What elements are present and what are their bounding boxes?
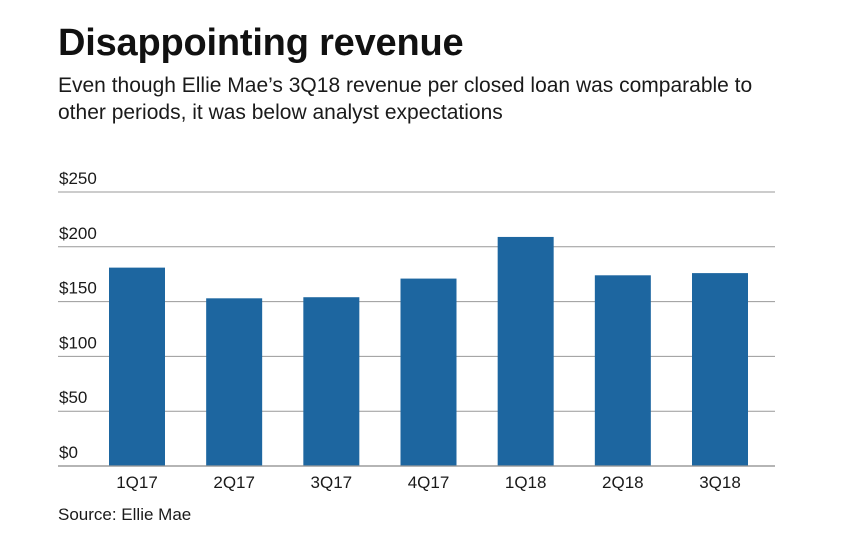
x-tick-label: 1Q17 xyxy=(116,473,158,492)
bar-4Q17 xyxy=(400,278,457,466)
bar-1Q17 xyxy=(109,267,165,466)
chart-subtitle: Even though Ellie Mae’s 3Q18 revenue per… xyxy=(58,74,753,124)
bar-1Q18 xyxy=(497,236,554,466)
x-tick-label: 1Q18 xyxy=(505,473,547,492)
source-note: Source: Ellie Mae xyxy=(58,505,192,524)
y-tick-label: $50 xyxy=(59,388,87,407)
x-tick-label: 2Q18 xyxy=(602,473,644,492)
x-tick-label: 3Q17 xyxy=(311,473,353,492)
y-tick-label: $100 xyxy=(59,333,97,352)
x-tick-label: 3Q18 xyxy=(699,473,741,492)
y-tick-label: $200 xyxy=(59,224,97,243)
bar-2Q17 xyxy=(206,298,263,466)
bar-2Q18 xyxy=(594,275,651,466)
x-tick-label: 2Q17 xyxy=(213,473,255,492)
x-tick-label: 4Q17 xyxy=(408,473,450,492)
bar-3Q17 xyxy=(303,297,360,466)
chart-title: Disappointing revenue xyxy=(58,22,464,64)
y-tick-label: $250 xyxy=(59,169,97,188)
y-tick-label: $150 xyxy=(59,279,97,298)
bar-3Q18 xyxy=(692,273,748,466)
y-tick-label: $0 xyxy=(59,443,78,462)
